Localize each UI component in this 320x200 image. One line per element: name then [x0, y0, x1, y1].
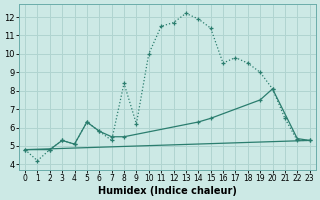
X-axis label: Humidex (Indice chaleur): Humidex (Indice chaleur) [98, 186, 237, 196]
